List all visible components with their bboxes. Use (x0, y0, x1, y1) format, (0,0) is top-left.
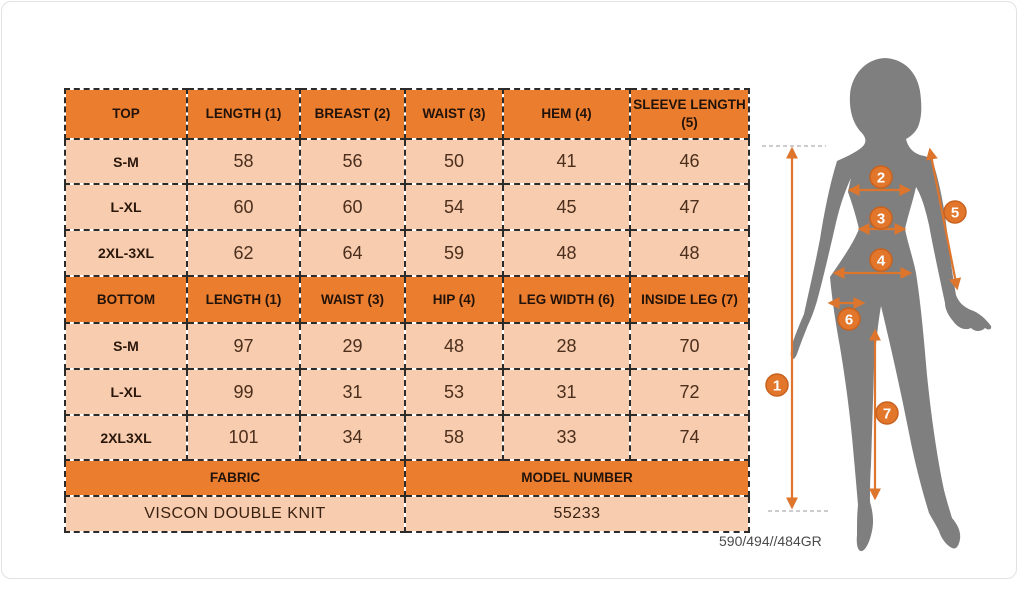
measure-cell: 62 (186, 229, 301, 277)
top-header-cell: BREAST (2) (299, 88, 406, 140)
measure-cell: 45 (502, 183, 631, 231)
bottom-header-cell: INSIDE LEG (7) (629, 275, 750, 324)
bottom-header-cell: HIP (4) (404, 275, 504, 324)
measure-cell: 72 (629, 368, 750, 416)
product-code-text: 590/494//484GR (719, 533, 822, 549)
svg-text:6: 6 (845, 312, 853, 329)
marker-1: 1 (765, 373, 789, 397)
table-row: S-M 97 29 48 28 70 (64, 322, 750, 370)
measure-cell: 48 (629, 229, 750, 277)
measure-cell: 29 (299, 322, 406, 370)
measure-cell: 60 (299, 183, 406, 231)
table-row: S-M 58 56 50 41 46 (64, 138, 750, 185)
measure-cell: 28 (502, 322, 631, 370)
marker-6: 6 (837, 307, 861, 331)
table-row: L-XL 99 31 53 31 72 (64, 368, 750, 416)
measure-cell: 56 (299, 138, 406, 185)
svg-text:4: 4 (877, 253, 886, 270)
model-number-header: MODEL NUMBER (404, 459, 750, 497)
svg-text:3: 3 (877, 211, 885, 228)
footer-value-row: VISCON DOUBLE KNIT 55233 (64, 495, 750, 533)
svg-text:7: 7 (883, 406, 891, 423)
top-header-cell: WAIST (3) (404, 88, 504, 140)
bottom-header-cell: LEG WIDTH (6) (502, 275, 631, 324)
table-row: L-XL 60 60 54 45 47 (64, 183, 750, 231)
measure-cell: 41 (502, 138, 631, 185)
measure-cell: 101 (186, 414, 301, 461)
measure-cell: 58 (404, 414, 504, 461)
marker-4: 4 (869, 248, 893, 272)
size-label: L-XL (64, 183, 188, 231)
table-row: 2XL-3XL 62 64 59 48 48 (64, 229, 750, 277)
measure-cell: 97 (186, 322, 301, 370)
size-label: L-XL (64, 368, 188, 416)
measure-cell: 46 (629, 138, 750, 185)
measure-cell: 31 (299, 368, 406, 416)
measure-cell: 54 (404, 183, 504, 231)
measure-cell: 53 (404, 368, 504, 416)
top-header-cell: LENGTH (1) (186, 88, 301, 140)
footer-header-row: FABRIC MODEL NUMBER (64, 459, 750, 497)
table-row: 2XL3XL 101 34 58 33 74 (64, 414, 750, 461)
fabric-header: FABRIC (64, 459, 406, 497)
svg-text:5: 5 (951, 205, 959, 222)
bottom-header-row: BOTTOM LENGTH (1) WAIST (3) HIP (4) LEG … (64, 275, 750, 324)
marker-2: 2 (869, 165, 893, 189)
measure-cell: 33 (502, 414, 631, 461)
measure-cell: 31 (502, 368, 631, 416)
top-header-row: TOP LENGTH (1) BREAST (2) WAIST (3) HEM … (64, 88, 750, 140)
size-label: S-M (64, 138, 188, 185)
top-header-cell: SLEEVE LENGTH (5) (629, 88, 750, 140)
size-label: S-M (64, 322, 188, 370)
marker-3: 3 (869, 206, 893, 230)
measurement-figure: 1 2 3 4 5 6 7 (762, 58, 992, 552)
top-header-cell: TOP (64, 88, 188, 140)
bottom-header-cell: LENGTH (1) (186, 275, 301, 324)
measure-cell: 58 (186, 138, 301, 185)
sleeve-arrow (925, 147, 962, 291)
marker-5: 5 (943, 200, 967, 224)
woman-silhouette (790, 58, 992, 552)
measure-cell: 59 (404, 229, 504, 277)
measure-cell: 50 (404, 138, 504, 185)
fabric-value: VISCON DOUBLE KNIT (64, 495, 406, 533)
measure-cell: 60 (186, 183, 301, 231)
measure-cell: 47 (629, 183, 750, 231)
measure-cell: 48 (404, 322, 504, 370)
bottom-header-cell: WAIST (3) (299, 275, 406, 324)
size-label: 2XL3XL (64, 414, 188, 461)
size-chart-table: TOP LENGTH (1) BREAST (2) WAIST (3) HEM … (64, 88, 750, 533)
measure-cell: 99 (186, 368, 301, 416)
measure-cell: 34 (299, 414, 406, 461)
size-label: 2XL-3XL (64, 229, 188, 277)
bottom-header-cell: BOTTOM (64, 275, 188, 324)
measure-cell: 74 (629, 414, 750, 461)
svg-text:2: 2 (877, 170, 885, 187)
measure-cell: 70 (629, 322, 750, 370)
measure-cell: 64 (299, 229, 406, 277)
top-header-cell: HEM (4) (502, 88, 631, 140)
model-number-value: 55233 (404, 495, 750, 533)
marker-7: 7 (875, 401, 899, 425)
measure-cell: 48 (502, 229, 631, 277)
svg-text:1: 1 (773, 378, 781, 395)
